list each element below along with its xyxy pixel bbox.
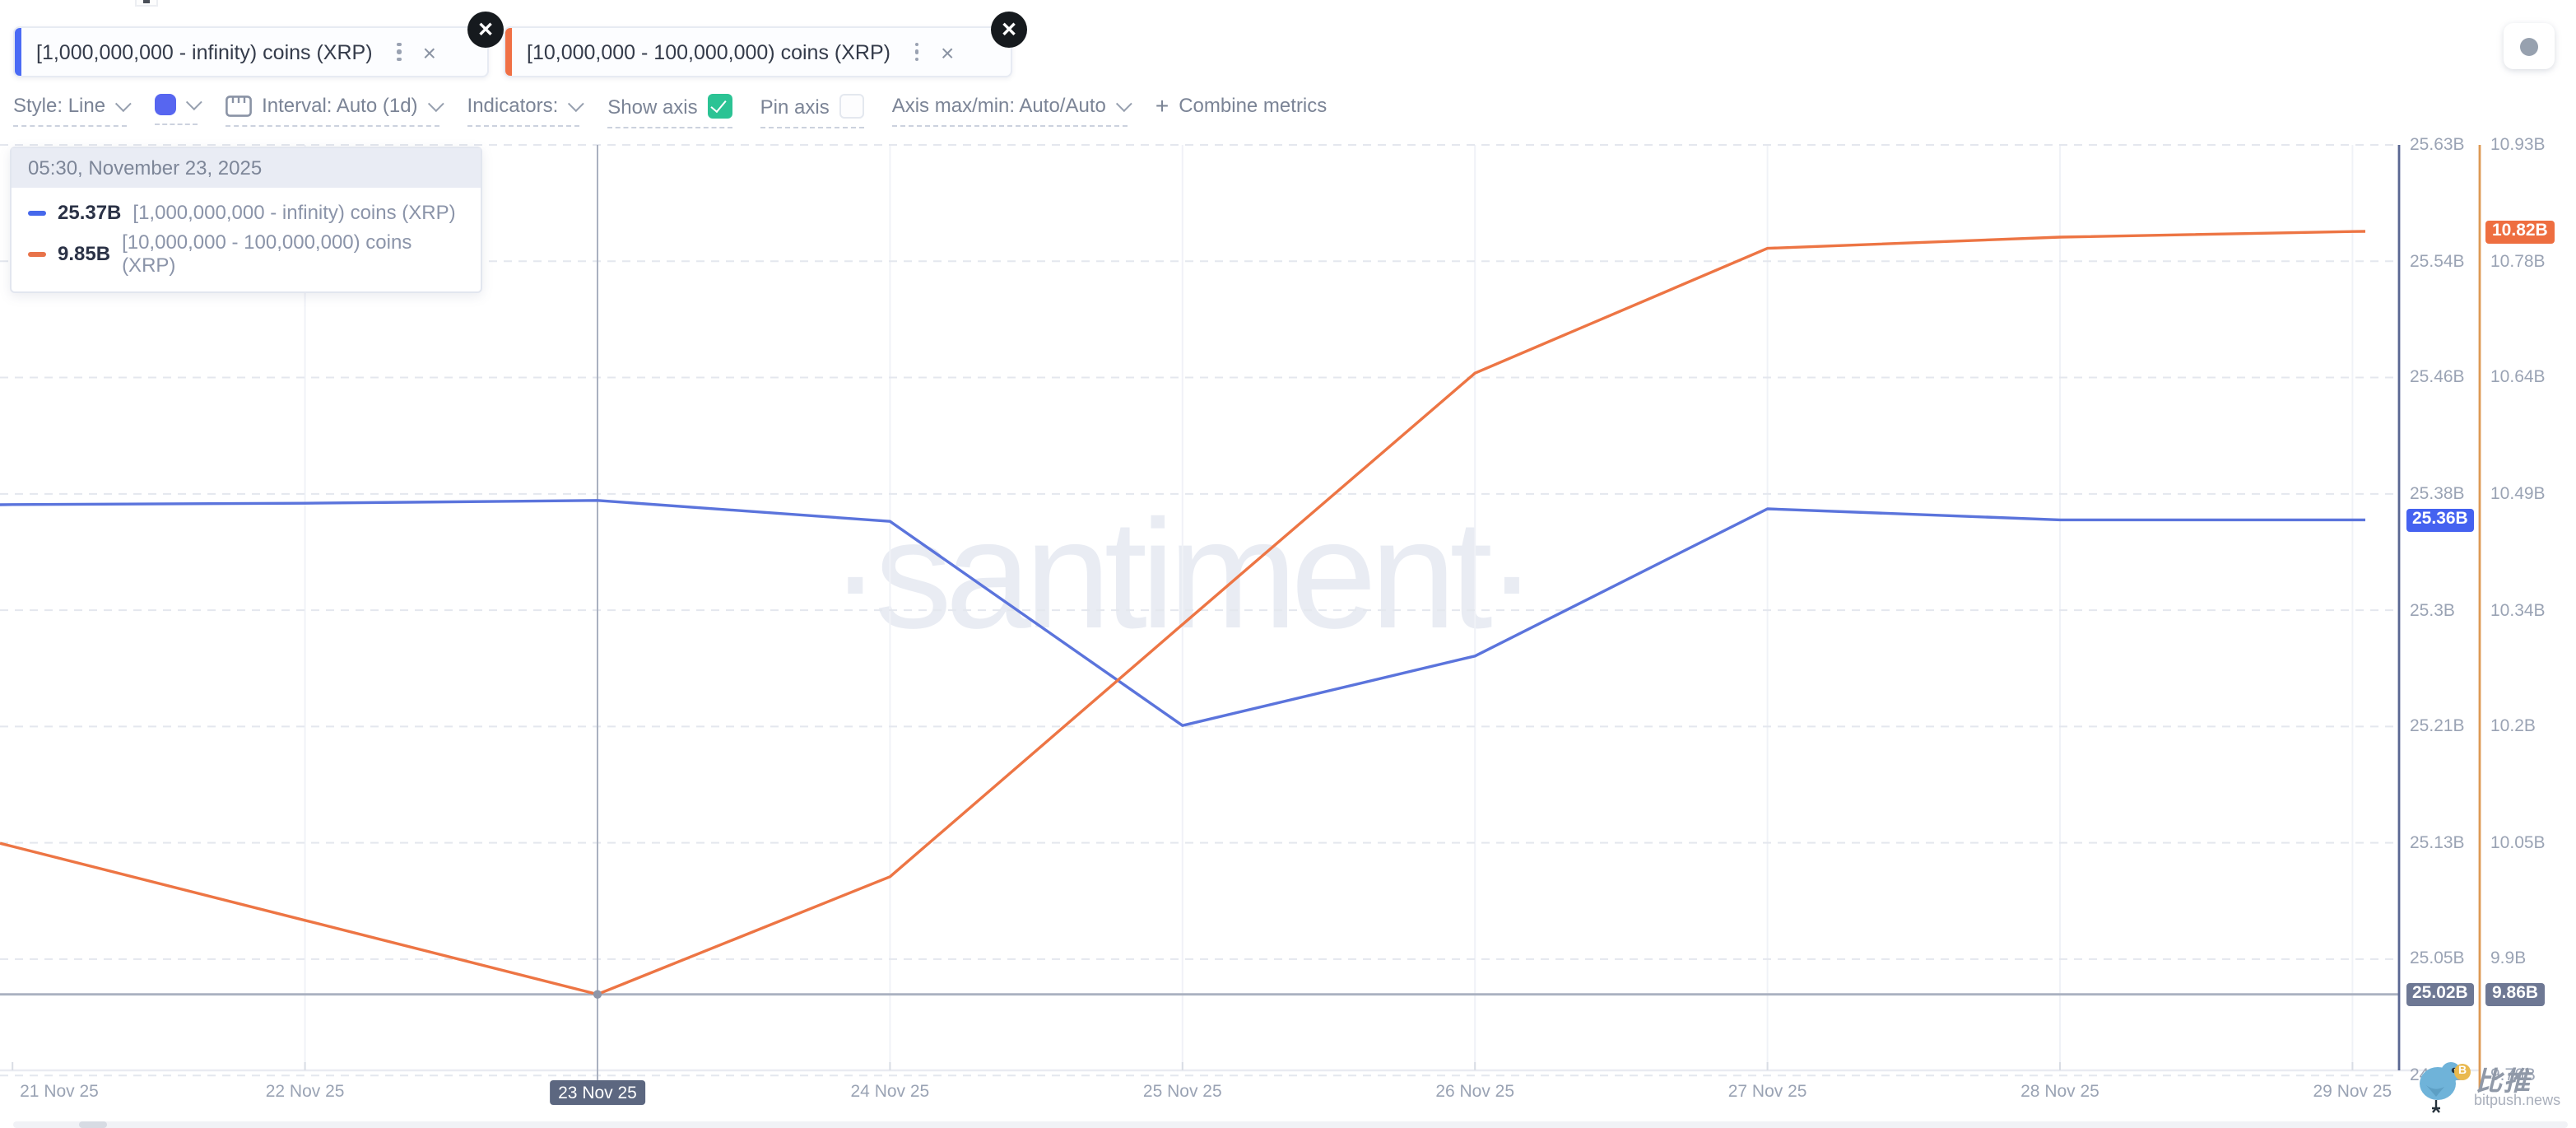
interval-selector[interactable]: Interval: Auto (1d) <box>226 94 444 127</box>
right-axis-tick-label: 10.93B <box>2490 135 2546 155</box>
clipped-popup-artifact <box>135 0 158 7</box>
right-axis-tick-label: 10.05B <box>2490 832 2546 853</box>
x-axis-tick-label: 26 Nov 25 <box>1435 1082 1515 1102</box>
metric-accent-bar <box>15 28 21 76</box>
chart-toolbar: Style: Line Interval: Auto (1d) Indicato… <box>13 94 1327 128</box>
tooltip-row: 9.85B [10,000,000 - 100,000,000) coins (… <box>28 231 464 277</box>
kebab-menu-icon[interactable] <box>393 38 407 67</box>
chart-tooltip: 05:30, November 23, 2025 25.37B [1,000,0… <box>10 147 482 293</box>
left-axis-tick-label: 25.3B <box>2410 600 2455 621</box>
x-axis-tick-label: 24 Nov 25 <box>850 1082 930 1102</box>
xrp-logo-icon: ✕ <box>467 12 504 48</box>
series-dash-icon <box>28 210 46 215</box>
left-axis-tick-label: 25.21B <box>2410 716 2465 737</box>
x-axis-tick-label: 25 Nov 25 <box>1142 1082 1222 1102</box>
right-axis-tick-label: 10.49B <box>2490 483 2546 504</box>
metric-tab-1[interactable]: [1,000,000,000 - infinity) coins (XRP) ×… <box>13 12 504 77</box>
collapse-watermark-button[interactable] <box>2504 23 2555 69</box>
dot-icon <box>2520 37 2538 55</box>
left-axis-tick-label: 25.46B <box>2410 367 2465 388</box>
bitpush-domain: bitpush.news <box>2474 1092 2561 1108</box>
tooltip-row: 25.37B [1,000,000,000 - infinity) coins … <box>28 201 464 224</box>
interval-ruler-icon <box>226 95 252 116</box>
color-swatch-selector[interactable] <box>155 94 202 125</box>
show-axis-toggle[interactable]: Show axis <box>607 94 732 128</box>
left-axis-tick-label: 25.13B <box>2410 832 2465 853</box>
crosshair-date-badge: 23 Nov 25 <box>550 1080 645 1105</box>
tooltip-value: 25.37B <box>58 201 122 224</box>
current-value-badge: 25.36B <box>2406 508 2475 532</box>
right-axis-tick-label: 10.34B <box>2490 600 2546 621</box>
show-axis-checkbox[interactable] <box>707 94 732 119</box>
series-color-swatch <box>155 94 177 115</box>
current-value-badge: 10.82B <box>2485 220 2555 244</box>
pin-axis-checkbox[interactable] <box>839 94 864 119</box>
left-axis-tick-label: 25.54B <box>2410 251 2465 272</box>
metric-tab-label: [1,000,000,000 - infinity) coins (XRP) <box>36 40 373 63</box>
bitpush-brand: B 比推 bitpush.news <box>2413 1059 2576 1125</box>
tooltip-datetime: 05:30, November 23, 2025 <box>12 148 481 188</box>
x-axis-tick-label: 28 Nov 25 <box>2020 1082 2099 1102</box>
close-icon[interactable]: × <box>422 39 436 65</box>
axis-maxmin-selector[interactable]: Axis max/min: Auto/Auto <box>891 94 1132 127</box>
combine-metrics-button[interactable]: + Combine metrics <box>1155 92 1328 119</box>
x-axis-tick-label: 27 Nov 25 <box>1727 1082 1807 1102</box>
x-axis-tick-label: 21 Nov 25 <box>20 1082 99 1102</box>
indicators-selector[interactable]: Indicators: <box>467 94 584 127</box>
brush-handle[interactable] <box>79 1121 107 1128</box>
tooltip-series-name: [10,000,000 - 100,000,000) coins (XRP) <box>122 231 412 277</box>
xrp-logo-icon: ✕ <box>991 12 1027 48</box>
pin-axis-toggle[interactable]: Pin axis <box>760 94 864 128</box>
metric-accent-bar <box>505 28 512 76</box>
bitpush-cjk-wordmark: 比推 <box>2476 1069 2532 1097</box>
kebab-menu-icon[interactable] <box>910 38 924 67</box>
x-axis-tick-label: 29 Nov 25 <box>2313 1082 2392 1102</box>
series-dash-icon <box>28 251 46 256</box>
santiment-watermark: ·santiment· <box>830 487 1537 660</box>
metric-tab-2[interactable]: [10,000,000 - 100,000,000) coins (XRP) ×… <box>504 12 1027 77</box>
right-axis-tick-label: 10.64B <box>2490 367 2546 388</box>
series-line <box>0 230 2366 996</box>
right-axis-tick-label: 10.78B <box>2490 251 2546 272</box>
x-axis-tick-label: 22 Nov 25 <box>265 1082 345 1102</box>
metric-tab-label: [10,000,000 - 100,000,000) coins (XRP) <box>527 40 890 63</box>
crosshair-right-value-badge: 9.86B <box>2485 982 2546 1006</box>
close-icon[interactable]: × <box>940 39 955 65</box>
right-axis-tick-label: 10.2B <box>2490 716 2536 737</box>
tooltip-value: 9.85B <box>58 242 111 265</box>
right-axis-tick-label: 9.9B <box>2490 949 2527 969</box>
crosshair-left-value-badge: 25.02B <box>2406 982 2475 1006</box>
series-line <box>0 499 2365 727</box>
time-brush-bar[interactable] <box>13 1121 2568 1128</box>
style-selector[interactable]: Style: Line <box>13 94 132 127</box>
coin-icon: B <box>2454 1064 2471 1080</box>
plus-icon: + <box>1155 92 1169 119</box>
right-axis-tick-label: 9.76B <box>2490 1065 2536 1086</box>
crosshair-dot-icon <box>593 990 602 999</box>
left-axis-tick-label: 25.05B <box>2410 949 2465 969</box>
left-axis-tick-label: 25.63B <box>2410 135 2465 155</box>
left-axis-tick-label: 25.38B <box>2410 483 2465 504</box>
tooltip-series-name: [1,000,000,000 - infinity) coins (XRP) <box>133 201 456 224</box>
